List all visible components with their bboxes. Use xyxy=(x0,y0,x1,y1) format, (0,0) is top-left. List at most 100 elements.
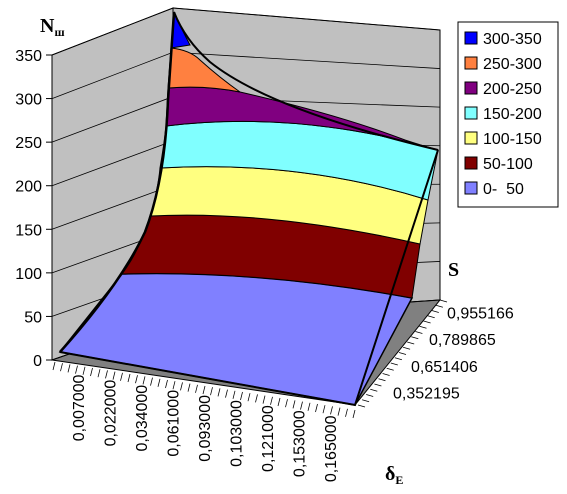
legend-label: 300-350 xyxy=(483,31,542,48)
y-minor-tick xyxy=(431,310,439,313)
legend-label: 0- 50 xyxy=(483,181,524,198)
x-minor-tick xyxy=(120,372,123,381)
x-minor-tick xyxy=(90,367,93,377)
x-minor-tick xyxy=(127,373,131,383)
z-axis-ticks: 0 50 100 150 200 250 300 350 xyxy=(15,48,52,370)
x-axis-ticks: 0,007000 0,022000 0,034000 0,061000 0,093000… xyxy=(52,361,356,482)
x-minor-tick xyxy=(97,369,101,378)
surface xyxy=(58,11,439,407)
x-minor-tick xyxy=(157,378,161,387)
band-250-300 xyxy=(167,47,241,93)
y-axis-ticks: 0,352195 0,651406 0,789865 0,955166 xyxy=(357,299,514,408)
y-tick-label: 0,955166 xyxy=(447,305,514,322)
x-minor-tick xyxy=(352,409,356,419)
x-minor-tick xyxy=(292,400,296,409)
x-minor-tick xyxy=(307,402,311,411)
x-tick-label: 0,093000 xyxy=(197,395,214,462)
y-axis-title: S xyxy=(448,259,459,281)
x-minor-tick xyxy=(225,389,228,398)
y-minor-tick xyxy=(374,383,382,387)
x-minor-tick xyxy=(135,375,138,384)
z-tick-label: 200 xyxy=(15,179,42,196)
x-tick-label: 0,165000 xyxy=(323,415,340,482)
surface-bottom-edge xyxy=(59,149,439,407)
x-minor-tick xyxy=(345,408,348,417)
x-minor-tick xyxy=(172,381,176,390)
y-minor-tick xyxy=(357,404,366,408)
x-minor-tick xyxy=(240,391,243,401)
y-minor-tick xyxy=(386,367,394,371)
y-minor-tick xyxy=(402,346,411,350)
x-minor-tick xyxy=(67,364,71,373)
x-minor-tick xyxy=(210,387,213,396)
z-tick-label: 100 xyxy=(15,266,42,283)
y-minor-tick xyxy=(427,315,435,319)
z-tick-label: 150 xyxy=(15,222,42,239)
legend-label: 150-200 xyxy=(483,106,542,123)
legend-swatch xyxy=(464,181,478,195)
x-tick-label: 0,034000 xyxy=(134,385,151,452)
y-minor-tick xyxy=(439,299,448,303)
y-minor-tick xyxy=(415,331,423,334)
x-minor-tick xyxy=(105,370,108,379)
y-minor-tick xyxy=(419,325,427,329)
y-tick-label: 0,651406 xyxy=(411,359,478,376)
z-tick-label: 0 xyxy=(33,353,42,370)
y-minor-tick xyxy=(398,352,407,355)
x-minor-tick xyxy=(322,405,326,414)
legend-label: 250-300 xyxy=(483,56,542,73)
y-minor-tick xyxy=(407,341,415,345)
z-tick-label: 300 xyxy=(15,92,42,109)
x-minor-tick xyxy=(52,361,56,371)
x-minor-tick xyxy=(202,385,206,395)
y-tick-label: 0,789865 xyxy=(429,332,496,349)
x-minor-tick xyxy=(330,406,333,415)
z-axis-title: Nш xyxy=(40,15,65,39)
legend-swatch xyxy=(464,131,478,145)
y-minor-tick xyxy=(390,362,398,366)
x-minor-tick xyxy=(285,399,288,408)
x-minor-tick xyxy=(75,365,78,374)
x-minor-tick xyxy=(315,403,318,413)
z-tick-label: 250 xyxy=(15,135,42,152)
x-minor-tick xyxy=(217,388,221,397)
legend-label: 100-150 xyxy=(483,131,542,148)
y-minor-tick xyxy=(423,320,431,324)
legend-swatch xyxy=(464,31,478,45)
x-minor-tick xyxy=(60,363,63,372)
x-tick-label: 0,061000 xyxy=(165,390,182,457)
y-minor-tick xyxy=(361,399,370,403)
x-minor-tick xyxy=(142,376,146,385)
surface-front-edge xyxy=(59,11,176,353)
y-minor-tick xyxy=(382,373,390,376)
x-minor-tick xyxy=(165,379,168,389)
legend-swatch xyxy=(464,156,478,170)
x-tick-label: 0,022000 xyxy=(102,380,119,447)
x-minor-tick xyxy=(277,397,281,407)
x-minor-tick xyxy=(247,393,251,402)
x-minor-tick xyxy=(195,384,198,393)
y-minor-tick xyxy=(366,394,374,397)
legend-label: 50-100 xyxy=(483,156,533,173)
legend-swatch xyxy=(464,56,478,70)
x-minor-tick xyxy=(337,407,341,416)
x-minor-tick xyxy=(300,401,303,410)
x-minor-tick xyxy=(180,382,183,391)
legend: 300-350 250-300 200-250 150-200 100-150 50-10… xyxy=(464,31,542,198)
surface-ridge xyxy=(173,11,439,151)
y-minor-tick xyxy=(370,388,378,392)
x-minor-tick xyxy=(150,377,153,386)
y-minor-tick xyxy=(435,304,444,308)
x-tick-label: 0,153000 xyxy=(292,410,309,477)
x-minor-tick xyxy=(232,390,236,399)
legend-swatch xyxy=(464,81,478,95)
legend-swatch xyxy=(464,106,478,120)
x-minor-tick xyxy=(82,366,86,375)
x-tick-label: 0,103000 xyxy=(229,400,246,467)
y-minor-tick xyxy=(411,336,419,340)
x-tick-label: 0,121000 xyxy=(260,405,277,472)
x-axis-title: δE xyxy=(385,463,403,487)
x-minor-tick xyxy=(255,394,258,403)
x-minor-tick xyxy=(262,395,266,404)
